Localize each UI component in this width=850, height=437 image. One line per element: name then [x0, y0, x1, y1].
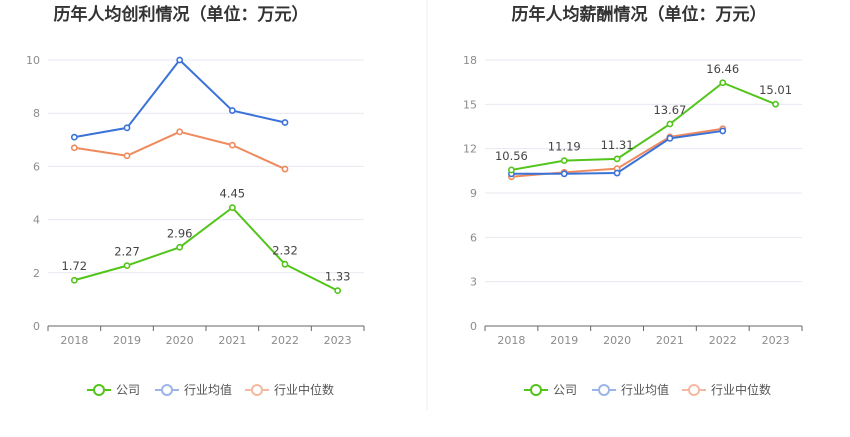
point-industry_median [228, 141, 236, 149]
chart-2: 历年人均薪酬情况（单位：万元） 0 3 6 9 12 15 18 2018 2019 2020 202… [463, 4, 803, 397]
legend-item-industry_median: 行业中位数 [245, 382, 334, 397]
x-tick-label: 2021 [656, 334, 684, 347]
point-industry_avg [560, 170, 568, 178]
point-company [560, 157, 568, 165]
point-industry_avg [176, 56, 184, 64]
legend: 公司 行业均值 行业中位数 [87, 382, 334, 397]
y-tick-label: 8 [33, 107, 40, 120]
point-industry_avg [666, 134, 674, 142]
legend-marker-icon [161, 384, 173, 396]
chart-1: 历年人均创利情况（单位：万元） 0 2 4 6 8 10 2018 2019 2020 2021 20… [26, 4, 365, 397]
legend-marker-icon [251, 384, 263, 396]
legend-marker-icon [598, 384, 610, 396]
x-tick-label: 2022 [271, 334, 299, 347]
x-tick-label: 2021 [218, 334, 246, 347]
point-industry_median [70, 144, 78, 152]
point-company [123, 262, 131, 270]
y-tick-label: 6 [470, 231, 477, 244]
y-tick-label: 2 [33, 267, 40, 280]
x-tick-label: 2019 [550, 334, 578, 347]
x-tick-label: 2023 [762, 334, 790, 347]
data-label: 11.19 [548, 140, 581, 154]
y-tick-label: 3 [470, 276, 477, 289]
y-tick-label: 18 [463, 54, 477, 67]
data-label: 2.32 [272, 243, 298, 257]
point-company [613, 155, 621, 163]
legend-label: 行业均值 [621, 382, 669, 397]
chart-title: 历年人均创利情况（单位：万元） [54, 4, 309, 25]
data-label: 11.31 [601, 138, 634, 152]
point-company [281, 260, 289, 268]
point-industry_median [123, 152, 131, 160]
legend-label: 行业中位数 [274, 382, 334, 397]
legend-marker-icon [530, 384, 542, 396]
x-tick-label: 2023 [324, 334, 352, 347]
x-tick-label: 2019 [113, 334, 141, 347]
y-tick-label: 0 [33, 320, 40, 333]
data-label: 4.45 [220, 187, 246, 201]
point-company [772, 100, 779, 108]
legend-label: 公司 [553, 383, 577, 397]
x-tick-label: 2020 [603, 334, 631, 347]
legend-label: 公司 [116, 383, 140, 397]
y-tick-label: 9 [470, 187, 477, 200]
point-industry_avg [228, 107, 236, 114]
x-tick-label: 2018 [497, 334, 525, 347]
point-company [719, 79, 727, 87]
legend-item-industry_median: 行业中位数 [682, 382, 771, 397]
y-tick-label: 12 [463, 143, 477, 156]
legend-item-industry_avg: 行业均值 [592, 382, 669, 397]
y-tick-label: 15 [463, 98, 477, 111]
point-industry_median [176, 128, 184, 136]
series-line-industry_avg [74, 59, 286, 139]
point-company [176, 243, 184, 251]
point-industry_avg [613, 169, 621, 177]
legend: 公司 行业均值 行业中位数 [524, 382, 771, 397]
data-label: 1.72 [62, 259, 88, 273]
y-tick-label: 4 [33, 214, 40, 227]
point-company [70, 276, 78, 284]
y-tick-label: 6 [33, 160, 40, 173]
data-label: 13.67 [653, 103, 686, 117]
data-label: 15.01 [759, 83, 792, 97]
point-industry_avg [70, 133, 78, 141]
legend-item-company: 公司 [524, 383, 577, 397]
point-industry_avg [719, 127, 727, 135]
point-company [508, 166, 515, 174]
y-tick-label: 0 [470, 320, 477, 333]
series-line-company [74, 206, 339, 292]
point-industry_avg [123, 124, 131, 132]
point-company [228, 204, 236, 212]
legend-marker-icon [93, 384, 105, 396]
x-tick-label: 2018 [60, 334, 88, 347]
legend-item-industry_avg: 行业均值 [155, 382, 232, 397]
legend-label: 行业均值 [184, 382, 232, 397]
point-industry_median [281, 165, 289, 173]
x-tick-label: 2020 [166, 334, 194, 347]
data-label: 10.56 [495, 149, 528, 163]
legend-label: 行业中位数 [711, 382, 771, 397]
x-tick-label: 2022 [709, 334, 737, 347]
legend-item-company: 公司 [87, 383, 140, 397]
series-line-industry_median [74, 130, 286, 170]
data-label: 2.96 [167, 226, 193, 240]
data-label: 2.27 [114, 245, 140, 259]
data-label: 1.33 [325, 270, 351, 284]
data-label: 16.46 [706, 62, 739, 76]
point-industry_avg [281, 119, 289, 126]
y-tick-label: 10 [26, 54, 40, 67]
point-company [666, 120, 674, 128]
series-line-company [511, 81, 776, 171]
chart-title: 历年人均薪酬情况（单位：万元） [512, 4, 767, 25]
point-company [334, 287, 342, 295]
legend-marker-icon [688, 384, 700, 396]
